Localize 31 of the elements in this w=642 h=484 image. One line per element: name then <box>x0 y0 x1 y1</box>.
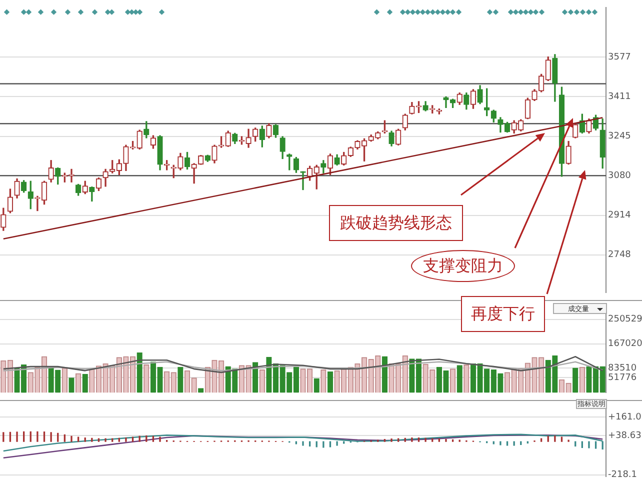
annotation: 跌破趋势线形态 <box>329 205 463 241</box>
bar <box>232 368 238 393</box>
y-tick-label: -218.1 <box>608 470 638 480</box>
y-tick-label: 83510 <box>608 364 637 374</box>
annotation: 支撑变阻力 <box>411 250 515 282</box>
bar <box>456 365 462 393</box>
y-tick-label: 2914 <box>608 210 632 221</box>
bar <box>68 378 74 393</box>
y-tick-label: 51776 <box>608 372 637 383</box>
bar <box>545 360 551 393</box>
candlestick <box>191 163 197 184</box>
y-tick-label: +38.63 <box>608 431 642 442</box>
y-tick-label: 3245 <box>608 132 631 142</box>
bar <box>178 366 184 393</box>
bar <box>48 368 54 393</box>
bar <box>498 373 504 393</box>
y-tick-label: 3080 <box>608 171 632 181</box>
y-tick-label: 3411 <box>608 92 631 102</box>
bar <box>552 355 558 393</box>
candlestick <box>300 171 306 190</box>
y-tick-label: 3577 <box>608 52 631 62</box>
bar <box>572 368 578 393</box>
y-tick-label: 250529 <box>608 314 642 325</box>
annotation: 再度下行 <box>461 296 545 332</box>
bar <box>55 370 61 393</box>
bar <box>327 372 334 393</box>
bar <box>314 378 320 393</box>
y-tick-label: +161.0 <box>608 412 642 422</box>
bar <box>82 374 88 393</box>
y-tick-label: 2748 <box>608 250 632 260</box>
y-tick-label: 167020 <box>608 339 642 350</box>
